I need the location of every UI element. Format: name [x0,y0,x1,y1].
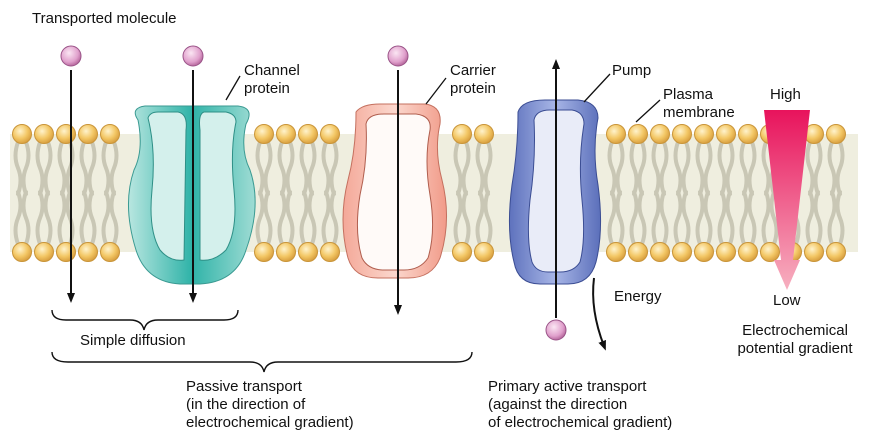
label-plasma-membrane: Plasma membrane [663,86,735,122]
lipid-head [475,125,494,144]
lipid-head [299,243,318,262]
label-transported-molecule: Transported molecule [32,10,177,28]
lipid-head [761,243,780,262]
label-active-line2: (against the direction [488,396,672,414]
molecule-pump [546,320,566,340]
lipid-head [299,125,318,144]
lipid-head [277,243,296,262]
lipid-head [13,125,32,144]
label-passive-line1: Passive transport [186,378,354,396]
lipid-head [717,125,736,144]
lipid-head [673,243,692,262]
lipid-head [35,125,54,144]
label-carrier-line2: protein [450,80,496,98]
leader-pump [584,74,610,102]
label-gradient-line2: potential gradient [720,340,870,358]
label-channel-line1: Channel [244,62,300,80]
carrier-protein [343,104,447,278]
lipid-head [321,243,340,262]
label-channel-line2: protein [244,80,300,98]
label-high: High [770,86,801,104]
lipid-head [321,125,340,144]
label-carrier-protein: Carrier protein [450,62,496,98]
label-membrane-line1: Plasma [663,86,735,104]
label-gradient-line1: Electrochemical [720,322,870,340]
lipid-head [57,243,76,262]
label-membrane-line2: membrane [663,104,735,122]
lipid-head [101,125,120,144]
lipid-head [277,125,296,144]
lipid-head [57,125,76,144]
lipid-head [79,243,98,262]
label-primary-active-transport: Primary active transport (against the di… [488,378,672,432]
label-gradient: Electrochemical potential gradient [720,322,870,358]
label-channel-protein: Channel protein [244,62,300,98]
lipid-head [79,125,98,144]
label-passive-transport: Passive transport (in the direction of e… [186,378,354,432]
lipid-head [651,243,670,262]
molecule-diffusion [61,46,81,66]
leader-membrane [636,100,660,122]
lipid-head [805,243,824,262]
lipid-head [827,243,846,262]
lipid-head [827,125,846,144]
label-low: Low [773,292,801,310]
label-pump: Pump [612,62,651,80]
molecule-channel [183,46,203,66]
lipid-head [453,125,472,144]
label-simple-diffusion: Simple diffusion [80,332,186,350]
brace-simple-diffusion [52,310,238,330]
lipid-head [695,125,714,144]
energy-arrow [593,278,604,346]
lipid-head [673,125,692,144]
label-active-line1: Primary active transport [488,378,672,396]
lipid-head [13,243,32,262]
brace-passive-transport [52,352,472,372]
molecule-carrier [388,46,408,66]
label-passive-line2: (in the direction of [186,396,354,414]
lipid-head [607,125,626,144]
lipid-head [255,243,274,262]
lipid-head [717,243,736,262]
label-carrier-line1: Carrier [450,62,496,80]
label-active-line3: of electrochemical gradient) [488,414,672,432]
lipid-head [651,125,670,144]
lipid-head [475,243,494,262]
lipid-head [695,243,714,262]
channel-protein [128,106,255,284]
lipid-head [35,243,54,262]
lipid-head [629,125,648,144]
lipid-head [607,243,626,262]
lipid-head [739,125,758,144]
lipid-head [453,243,472,262]
lipid-head [101,243,120,262]
lipid-head [255,125,274,144]
lipid-head [629,243,648,262]
leader-carrier [426,78,446,104]
leader-channel [226,76,240,100]
label-energy: Energy [614,288,662,306]
lipid-head [739,243,758,262]
label-passive-line3: electrochemical gradient) [186,414,354,432]
